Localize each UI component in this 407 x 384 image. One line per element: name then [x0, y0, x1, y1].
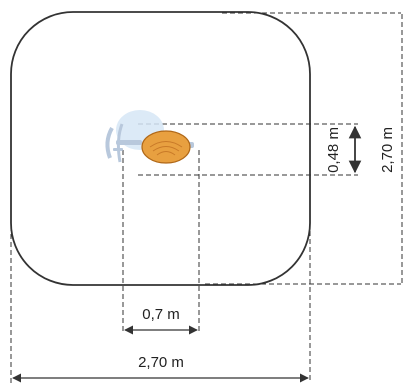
spring-rider-icon [105, 110, 194, 164]
equipment-width-label: 0,7 m [142, 306, 180, 323]
zone-height-label: 2,70 m [379, 127, 396, 173]
zone-width-label: 2,70 m [138, 354, 184, 371]
safety-zone-outline [10, 11, 311, 286]
equipment-depth-label: 0,48 m [325, 127, 342, 173]
